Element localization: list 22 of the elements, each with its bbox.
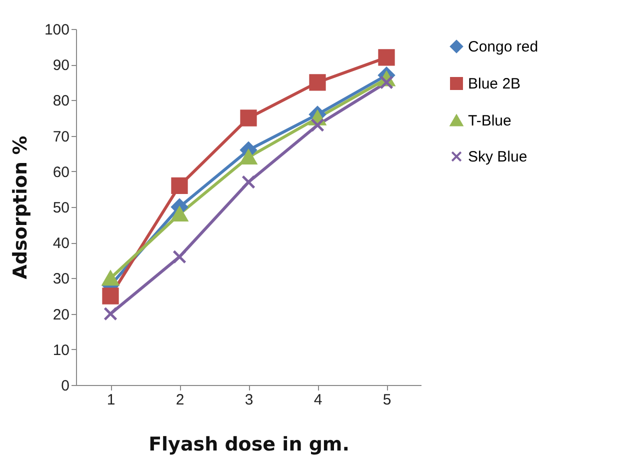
x-tick-label: 2 <box>176 392 184 408</box>
y-tick-label: 100 <box>44 22 70 38</box>
y-tick-label: 20 <box>52 306 70 324</box>
y-tick-label: 0 <box>61 378 70 394</box>
y-tick-label: 30 <box>52 270 70 288</box>
legend-label: T-Blue <box>468 112 512 130</box>
y-tick-label: 10 <box>52 342 70 359</box>
y-tick-label: 80 <box>52 92 70 110</box>
y-axis-title: Adsorption % <box>9 136 32 280</box>
y-tick-label: 90 <box>52 57 70 74</box>
legend-label: Congo red <box>468 38 538 56</box>
y-tick-label: 70 <box>52 128 70 146</box>
x-tick-label: 3 <box>244 392 254 408</box>
legend-label: Blue 2B <box>468 76 521 92</box>
y-tick-label: 50 <box>52 200 70 216</box>
y-tick-label: 40 <box>52 235 70 252</box>
legend-label: Sky Blue <box>468 148 528 166</box>
x-tick-label: 5 <box>382 392 392 408</box>
x-tick-label: 1 <box>106 392 116 408</box>
x-tick-label: 4 <box>314 392 322 408</box>
x-axis-title: Flyash dose in gm. <box>148 434 350 456</box>
y-tick-label: 60 <box>52 164 70 181</box>
